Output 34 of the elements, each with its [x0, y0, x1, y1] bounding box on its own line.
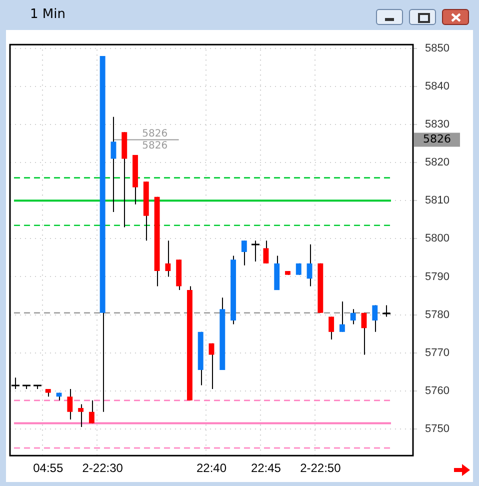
y-tick-label: 5770 [425, 346, 450, 359]
candlestick [263, 240, 269, 264]
annotation: 5826 [142, 128, 168, 140]
x-tick-label: 22:45 [250, 461, 282, 476]
x-tick-label: 22:40 [196, 461, 227, 476]
text: 5826 [423, 132, 451, 146]
candlestick [241, 240, 247, 266]
candlestick [350, 308, 356, 325]
candlestick [67, 388, 73, 420]
y-tick-label: 5780 [425, 308, 450, 321]
chart-title: 1 Min [30, 7, 66, 22]
y-tick-label: 5760 [425, 384, 450, 397]
y-tick-label: 5790 [425, 270, 450, 283]
candlestick [165, 240, 171, 278]
annotation: 5826 [142, 140, 168, 152]
x-tick-label: 2-22:50 [300, 461, 342, 476]
candlestick [208, 342, 214, 390]
candlestick [372, 304, 378, 332]
candlestick [78, 404, 84, 428]
y-tick-label: 5820 [425, 156, 450, 169]
candlestick [306, 244, 312, 287]
candlestick [110, 116, 116, 213]
y-tick-label: 5850 [425, 42, 450, 54]
candlestick [328, 316, 334, 340]
x-tick-label: 04:55 [33, 461, 64, 476]
candlestick [88, 400, 94, 424]
y-tick-label: 5840 [425, 80, 450, 92]
candlestick [361, 312, 367, 356]
y-tick-label: 5830 [425, 118, 450, 131]
y-tick-label: 5800 [425, 232, 450, 245]
candlestick [339, 300, 345, 332]
y-tick-label: 5750 [425, 422, 450, 435]
y-tick-label: 5810 [425, 194, 450, 207]
x-tick-label: 2-22:30 [82, 461, 124, 476]
